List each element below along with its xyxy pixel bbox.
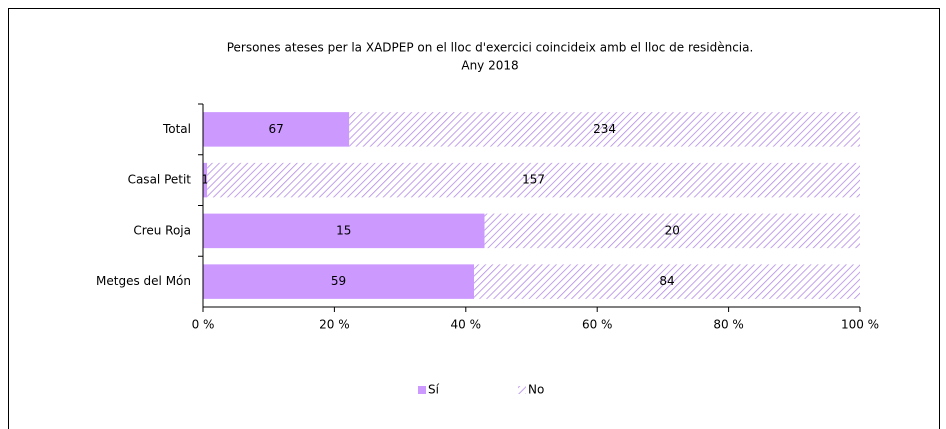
data-label: 234 [593, 122, 616, 136]
x-tick-label: 40 % [451, 318, 482, 332]
data-label: 84 [659, 274, 674, 288]
bar-segment [207, 162, 861, 198]
legend-swatch [518, 386, 526, 394]
data-label: 67 [268, 122, 283, 136]
bar-segment [203, 162, 208, 198]
bar-segment [474, 264, 860, 299]
y-tick-label: Metges del Món [96, 274, 191, 288]
y-tick-label: Casal Petit [128, 173, 192, 187]
x-tick-label: 20 % [319, 318, 350, 332]
legend-swatch [418, 386, 426, 394]
bar-segment [349, 112, 860, 147]
bar-segment [203, 213, 485, 249]
bar-segment [203, 264, 475, 299]
legend-label: Sí [428, 383, 440, 397]
x-tick-label: 60 % [582, 318, 613, 332]
bar-segment [203, 112, 350, 147]
chart-title: Persones ateses per la XADPEP on el lloc… [227, 41, 754, 55]
y-tick-label: Total [162, 122, 191, 136]
x-tick-label: 80 % [713, 318, 744, 332]
chart-subtitle: Any 2018 [461, 59, 518, 73]
x-tick-label: 100 % [841, 318, 879, 332]
legend-label: No [528, 383, 544, 397]
data-label: 59 [331, 274, 346, 288]
data-label: 157 [522, 173, 545, 187]
y-tick-label: Creu Roja [133, 223, 191, 237]
x-tick-label: 0 % [192, 318, 215, 332]
data-label: 15 [336, 223, 351, 237]
data-label: 1 [201, 173, 209, 187]
bar-segment [484, 213, 860, 249]
data-label: 20 [665, 223, 680, 237]
